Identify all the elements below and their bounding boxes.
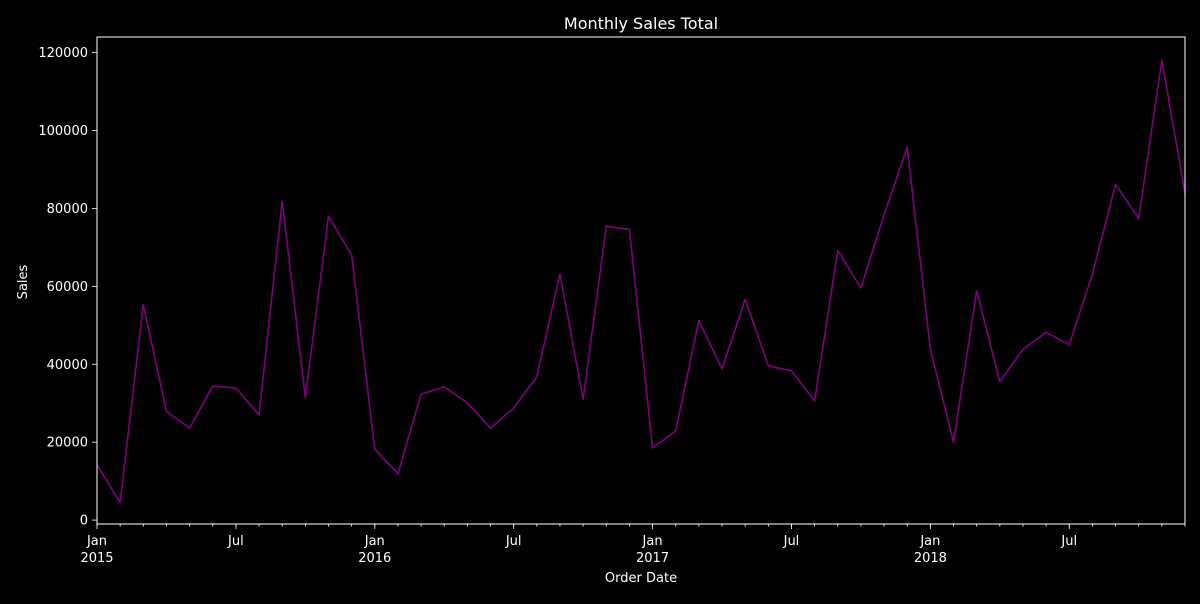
x-tick-label: Jul <box>227 534 244 549</box>
y-tick-label: 120000 <box>38 46 88 61</box>
x-tick-label: Jan <box>919 534 940 549</box>
series-line-sales <box>96 59 1186 504</box>
y-tick-label: 100000 <box>38 124 88 139</box>
y-tick-label: 0 <box>80 514 88 529</box>
y-tick-label: 20000 <box>47 436 88 451</box>
y-tick-label: 80000 <box>47 202 88 217</box>
x-tick-year-label: 2017 <box>636 551 669 566</box>
x-tick-year-label: 2016 <box>358 551 391 566</box>
x-axis-label: Order Date <box>605 571 677 586</box>
y-axis-label: Sales <box>16 264 31 299</box>
x-tick-label: Jan <box>364 534 385 549</box>
y-tick-label: 60000 <box>47 280 88 295</box>
x-tick-year-label: 2018 <box>914 551 947 566</box>
x-tick-label: Jul <box>1060 534 1077 549</box>
plot-frame <box>96 36 1186 525</box>
x-tick-label: Jul <box>783 534 800 549</box>
y-tick-label: 40000 <box>47 358 88 373</box>
x-tick-label: Jan <box>86 534 107 549</box>
x-tick-label: Jul <box>505 534 522 549</box>
chart-title: Monthly Sales Total <box>564 14 718 33</box>
x-tick-label: Jan <box>642 534 663 549</box>
x-tick-year-label: 2015 <box>80 551 113 566</box>
plot-area: Jan 2015 Jul Jan 2016 Jul Jan 2017 Jul Jan 2018 Jul… <box>38 36 1186 566</box>
